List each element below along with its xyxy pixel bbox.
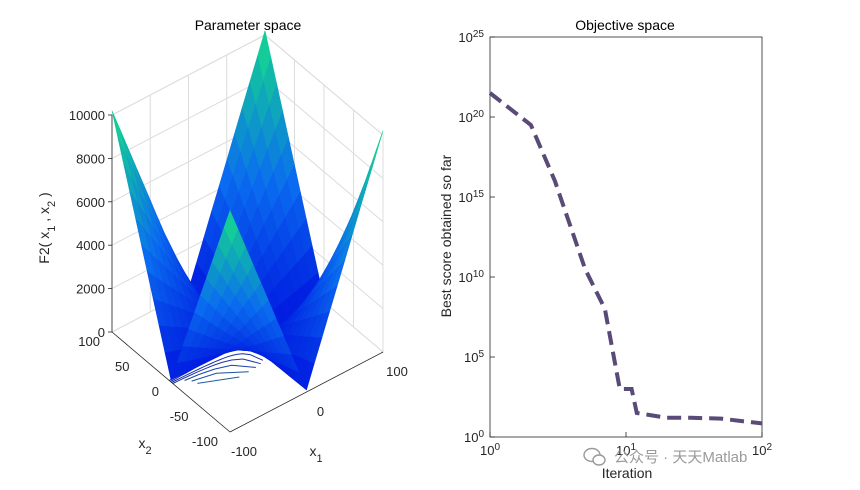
x-tick-label: 102: [752, 442, 772, 459]
x1-tick-label: 100: [386, 364, 408, 379]
x-tick-label: 100: [480, 442, 500, 459]
x2-tick-label: 50: [115, 359, 129, 374]
contour-line: [184, 364, 256, 381]
watermark-text: 公众号 · 天天Matlab: [614, 449, 747, 466]
x1-axis-label: x1: [309, 443, 322, 465]
x2-tick-label: -100: [192, 434, 218, 449]
y-tick-label: 1015: [458, 189, 484, 206]
x2-tick-label: 100: [78, 334, 100, 349]
z-tick-label: 8000: [76, 151, 105, 166]
convergence-curve: [488, 91, 763, 426]
x-axis-label: Iteration: [602, 465, 653, 481]
z-tick-label: 10000: [69, 108, 105, 123]
contour-line: [191, 371, 249, 382]
y-tick-label: 105: [464, 349, 484, 366]
axes-3d: 0200040006000800010000-100-50050100-1000…: [69, 108, 408, 459]
y-tick-label: 1010: [458, 269, 484, 286]
x2-tick-label: 0: [152, 384, 159, 399]
surface-facet: [111, 110, 126, 154]
x1-tick-label: 0: [317, 404, 324, 419]
y-axis-label: Best score obtained so far: [438, 154, 454, 317]
surface: [111, 30, 384, 391]
z-tick-label: 2000: [76, 282, 105, 297]
parameter-space-chart: Parameter space 0200040006000800010000-1…: [36, 17, 408, 465]
x1-tick-label: -100: [231, 444, 257, 459]
z-tick-label: 6000: [76, 195, 105, 210]
objective-space-title: Objective space: [575, 17, 675, 33]
contour-line: [197, 376, 240, 384]
parameter-space-title: Parameter space: [195, 17, 302, 33]
z-tick-label: 0: [98, 325, 105, 340]
y-tick-label: 100: [464, 429, 484, 446]
z-axis-label: F2( x1 , x2 ): [36, 192, 58, 263]
y-tick-label: 1020: [458, 109, 484, 126]
wechat-icon: [583, 447, 606, 466]
surface-facet: [223, 209, 239, 245]
objective-space-chart: Objective space 100105101010151020102510…: [438, 17, 772, 481]
x2-tick-label: -50: [170, 409, 189, 424]
x2-axis-label: x2: [138, 435, 151, 457]
x2-axis-line: [111, 331, 231, 433]
surface-facet: [369, 130, 384, 172]
z-tick-label: 4000: [76, 238, 105, 253]
surface-facet: [353, 182, 368, 219]
contour-line: [171, 353, 264, 383]
plot-box: [489, 36, 763, 438]
y-tick-label: 1025: [458, 29, 484, 46]
axes-2d: 100 105 1010 1015 1020 1025 100 101 102: [458, 29, 772, 459]
watermark: 公众号 · 天天Matlab: [583, 447, 747, 466]
contour-line: [172, 358, 261, 384]
x1-axis-line: [229, 351, 384, 433]
x-tick-label: 101: [616, 442, 636, 459]
